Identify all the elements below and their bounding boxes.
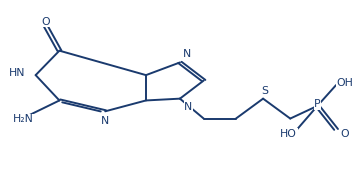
Text: HN: HN bbox=[9, 68, 25, 78]
Text: P: P bbox=[314, 99, 321, 109]
Text: HO: HO bbox=[280, 129, 297, 139]
Text: H₂N: H₂N bbox=[13, 114, 34, 125]
Text: OH: OH bbox=[336, 78, 352, 88]
Text: N: N bbox=[184, 102, 193, 112]
Text: O: O bbox=[340, 129, 349, 139]
Text: S: S bbox=[261, 85, 268, 96]
Text: N: N bbox=[101, 116, 109, 126]
Text: O: O bbox=[42, 17, 50, 27]
Text: N: N bbox=[183, 49, 191, 59]
